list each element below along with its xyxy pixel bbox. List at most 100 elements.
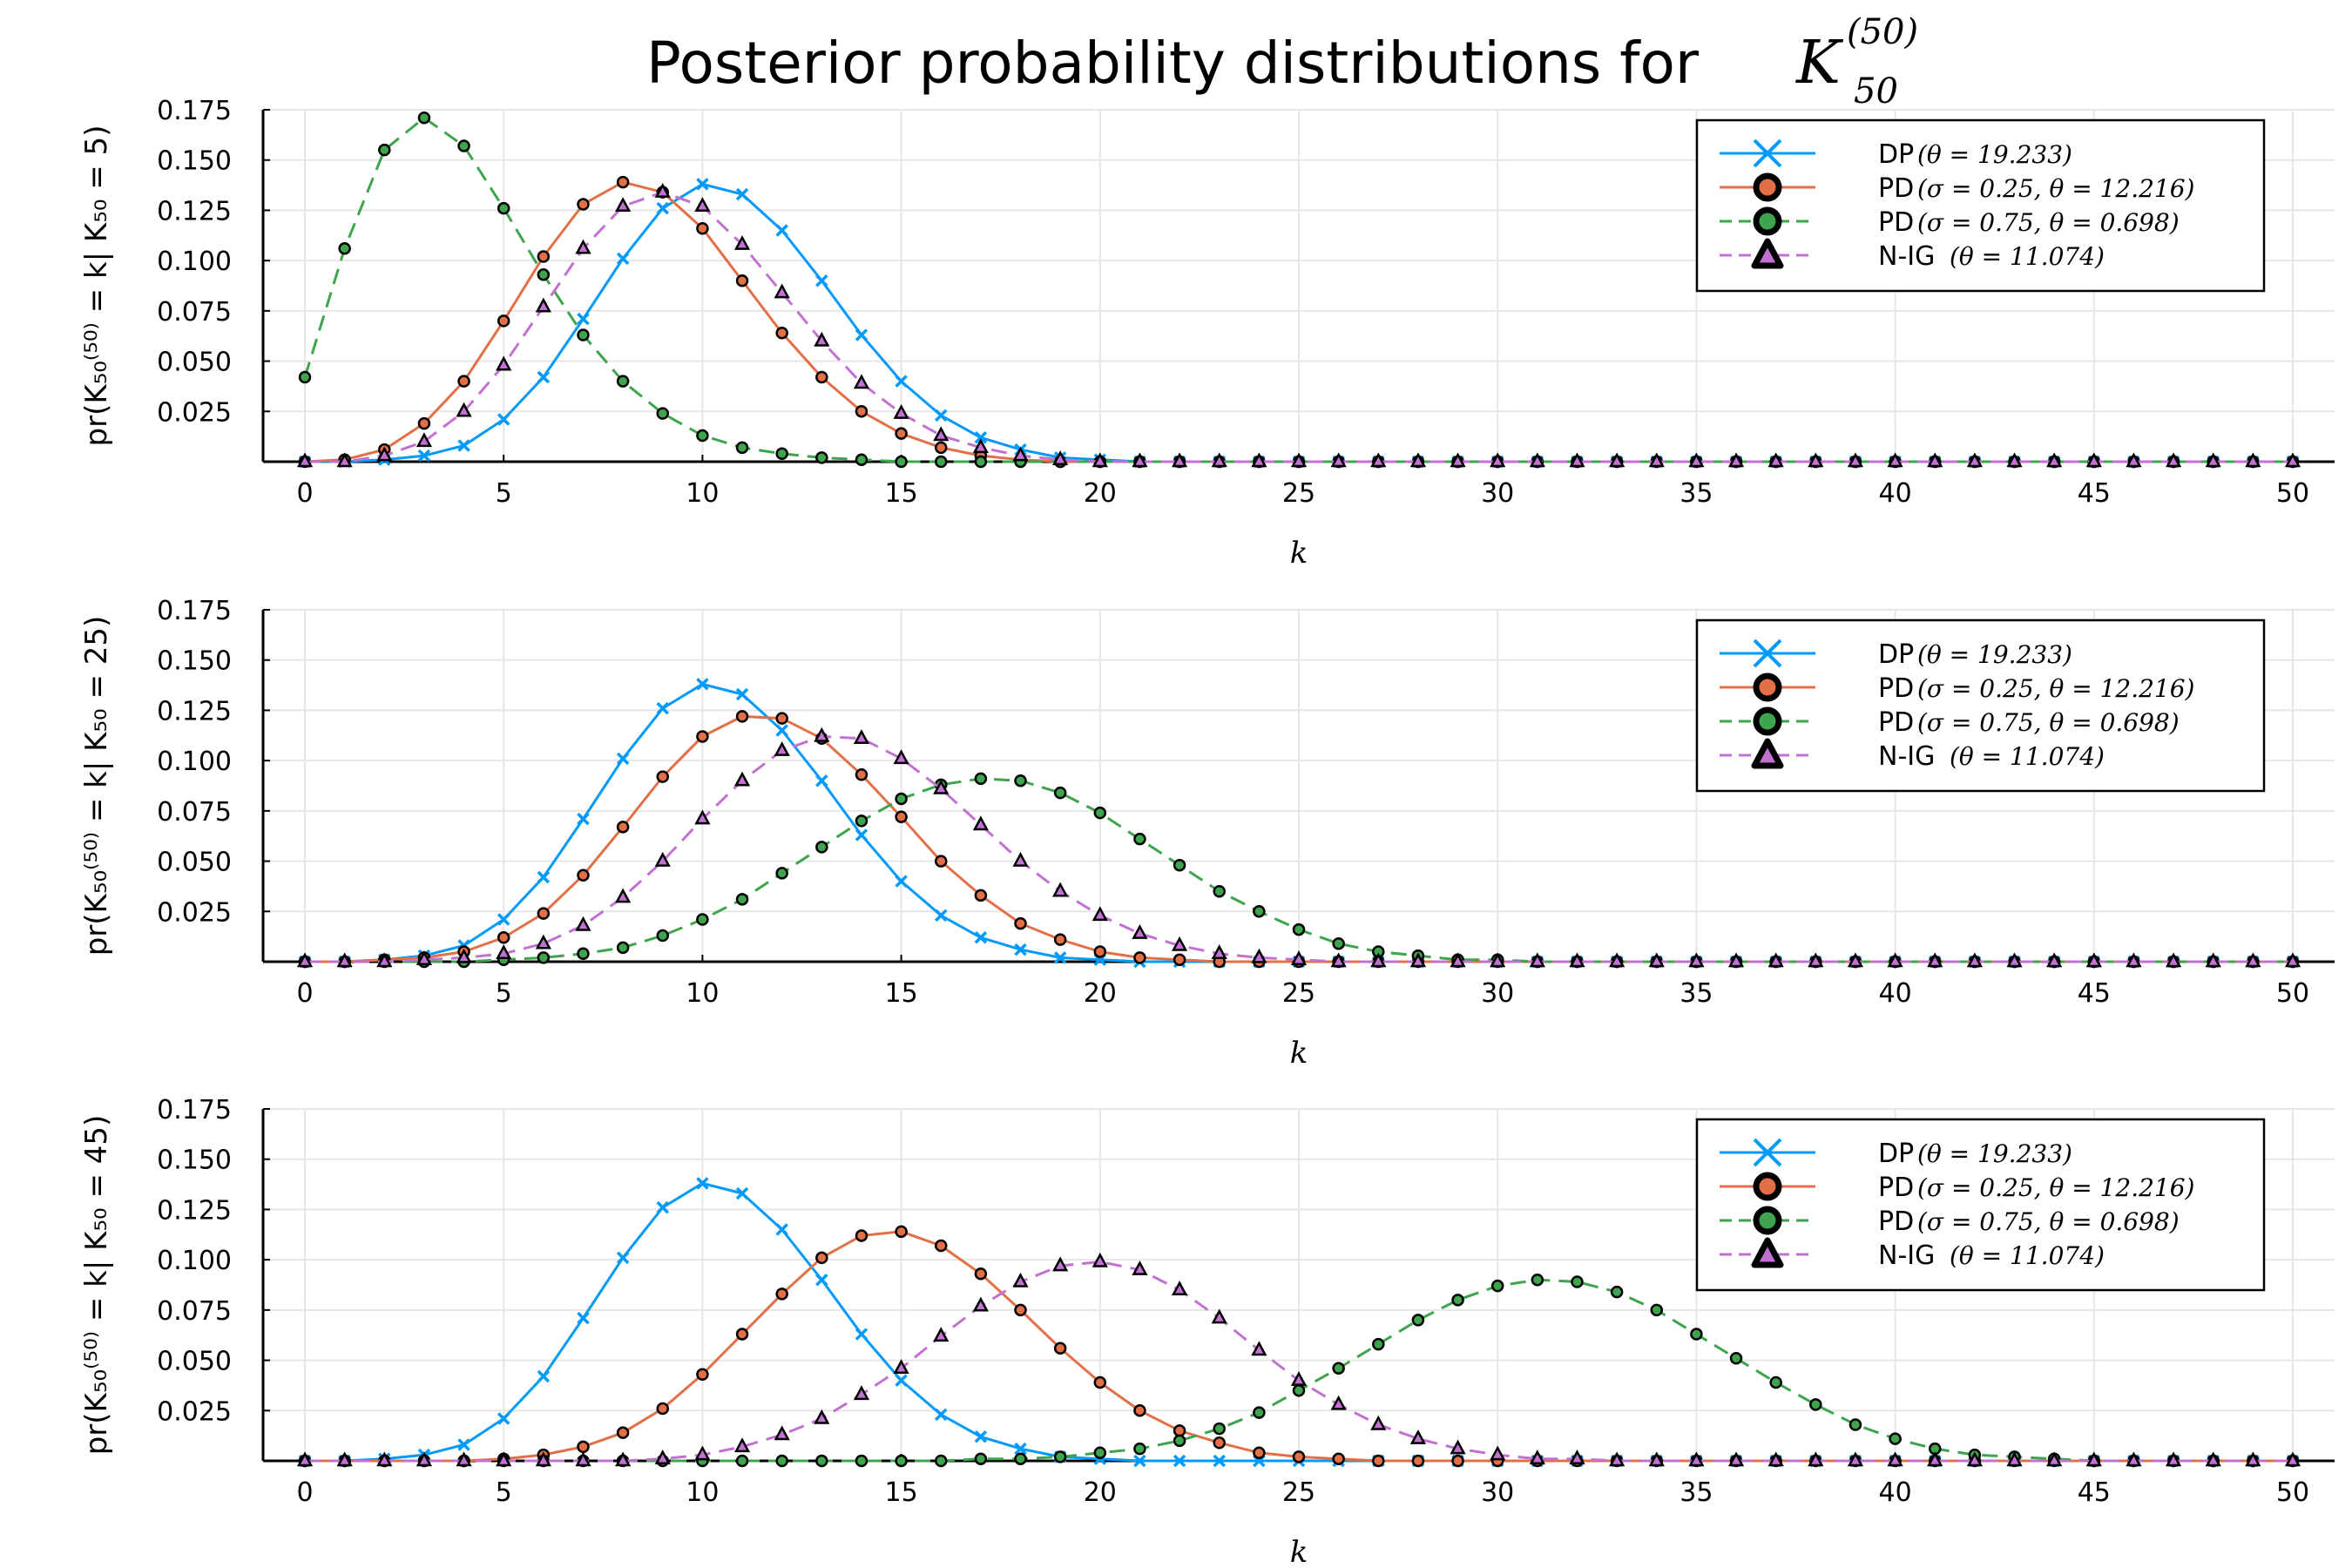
data-point bbox=[654, 1450, 671, 1464]
data-point bbox=[815, 1454, 828, 1468]
legend: DP (θ = 19.233)PD (σ = 0.25, θ = 12.216)PD… bbox=[1695, 1118, 2266, 1292]
data-point bbox=[497, 413, 510, 426]
y-tick-label: 0.175 bbox=[157, 96, 232, 126]
x-tick-label: 20 bbox=[1084, 978, 1117, 1009]
data-point bbox=[895, 1225, 908, 1239]
data-point bbox=[895, 810, 908, 824]
data-point bbox=[654, 851, 671, 867]
data-point bbox=[535, 934, 551, 950]
legend-item: PD (σ = 0.25, θ = 12.216) bbox=[1720, 172, 2194, 204]
data-point bbox=[1808, 452, 1824, 468]
data-point bbox=[1014, 943, 1027, 956]
data-point bbox=[496, 355, 512, 371]
data-point bbox=[2126, 452, 2142, 468]
legend-label: PD bbox=[1878, 707, 1914, 738]
data-point bbox=[336, 952, 353, 968]
data-point bbox=[616, 1426, 630, 1439]
x-tick-label: 5 bbox=[496, 1477, 512, 1508]
data-point bbox=[2046, 1451, 2063, 1467]
data-point bbox=[616, 375, 630, 388]
data-point bbox=[1292, 1450, 1306, 1463]
data-point bbox=[2085, 952, 2102, 968]
x-tick-label: 0 bbox=[296, 1477, 313, 1508]
data-point bbox=[1171, 936, 1188, 951]
legend-marker bbox=[1753, 1138, 1782, 1167]
data-point bbox=[376, 446, 393, 462]
figure-title: Posterior probability distributions for … bbox=[646, 12, 1918, 112]
x-tick-label: 30 bbox=[1481, 1477, 1514, 1508]
y-tick-label: 0.100 bbox=[157, 247, 232, 277]
y-axis-label: pr(K₅₀⁽⁵⁰⁾ = k| K₅₀ = 45) bbox=[79, 1115, 114, 1456]
data-point bbox=[577, 312, 590, 326]
data-point bbox=[933, 779, 950, 794]
data-point bbox=[2006, 952, 2023, 968]
y-tick-label: 0.050 bbox=[157, 1347, 232, 1377]
data-point bbox=[1014, 1442, 1027, 1456]
x-tick-label: 5 bbox=[496, 478, 512, 509]
data-point bbox=[934, 855, 948, 868]
data-point bbox=[378, 143, 391, 157]
x-tick-label: 30 bbox=[1481, 978, 1514, 1009]
data-point bbox=[895, 455, 908, 469]
data-point bbox=[1052, 1256, 1069, 1272]
series-4 bbox=[296, 183, 2301, 468]
data-point bbox=[1409, 1429, 1427, 1444]
data-point bbox=[775, 867, 788, 880]
data-point bbox=[1450, 1439, 1466, 1455]
data-point bbox=[457, 139, 470, 152]
data-point bbox=[1213, 1436, 1226, 1450]
grid bbox=[263, 109, 2335, 462]
data-point bbox=[496, 1451, 512, 1467]
y-tick-label: 0.075 bbox=[157, 797, 232, 828]
data-point bbox=[2284, 952, 2301, 968]
x-axis-label: k bbox=[1290, 1036, 1308, 1071]
data-point bbox=[2046, 952, 2063, 968]
data-point bbox=[1173, 858, 1186, 872]
data-point bbox=[537, 907, 551, 920]
data-point bbox=[775, 1288, 788, 1301]
data-point bbox=[2245, 452, 2261, 468]
data-point bbox=[775, 1454, 788, 1468]
data-point bbox=[1569, 452, 1585, 468]
data-point bbox=[895, 1374, 908, 1387]
data-point bbox=[1012, 446, 1029, 462]
x-tick-label: 35 bbox=[1680, 978, 1713, 1009]
data-point bbox=[1529, 952, 1545, 968]
y-tick-label: 0.125 bbox=[157, 1195, 232, 1226]
data-point bbox=[1569, 1450, 1585, 1464]
x-tick-label: 0 bbox=[296, 478, 313, 509]
data-point bbox=[1132, 924, 1148, 939]
data-point bbox=[974, 772, 988, 786]
x-tick-label: 20 bbox=[1084, 478, 1117, 509]
data-point bbox=[1650, 1303, 1664, 1317]
y-tick-label: 0.025 bbox=[157, 397, 232, 428]
data-point bbox=[1648, 952, 1665, 968]
data-point bbox=[1450, 452, 1466, 468]
data-point bbox=[2126, 952, 2142, 968]
data-point bbox=[575, 1451, 591, 1467]
data-point bbox=[972, 815, 989, 831]
data-point bbox=[1966, 452, 1983, 468]
data-point bbox=[1012, 1272, 1029, 1288]
legend-marker bbox=[1753, 206, 1782, 236]
data-point bbox=[416, 950, 433, 965]
data-point bbox=[815, 841, 828, 854]
legend-label: PD bbox=[1878, 673, 1914, 704]
data-point bbox=[735, 1186, 749, 1200]
data-point bbox=[615, 888, 632, 903]
data-point bbox=[417, 449, 431, 463]
data-point bbox=[457, 375, 470, 388]
x-tick-label: 35 bbox=[1680, 478, 1713, 509]
data-point bbox=[1727, 452, 1745, 468]
data-point bbox=[1372, 1454, 1385, 1468]
data-point bbox=[1372, 1337, 1385, 1351]
x-axis-label: k bbox=[1290, 536, 1308, 571]
data-point bbox=[1251, 452, 1267, 468]
data-point bbox=[537, 268, 551, 281]
data-point bbox=[1253, 1446, 1266, 1460]
data-point bbox=[2284, 452, 2301, 468]
data-point bbox=[1014, 774, 1027, 787]
data-point bbox=[1727, 1451, 1745, 1467]
legend-param: (θ = 19.233) bbox=[1917, 640, 2072, 669]
data-point bbox=[696, 730, 709, 743]
